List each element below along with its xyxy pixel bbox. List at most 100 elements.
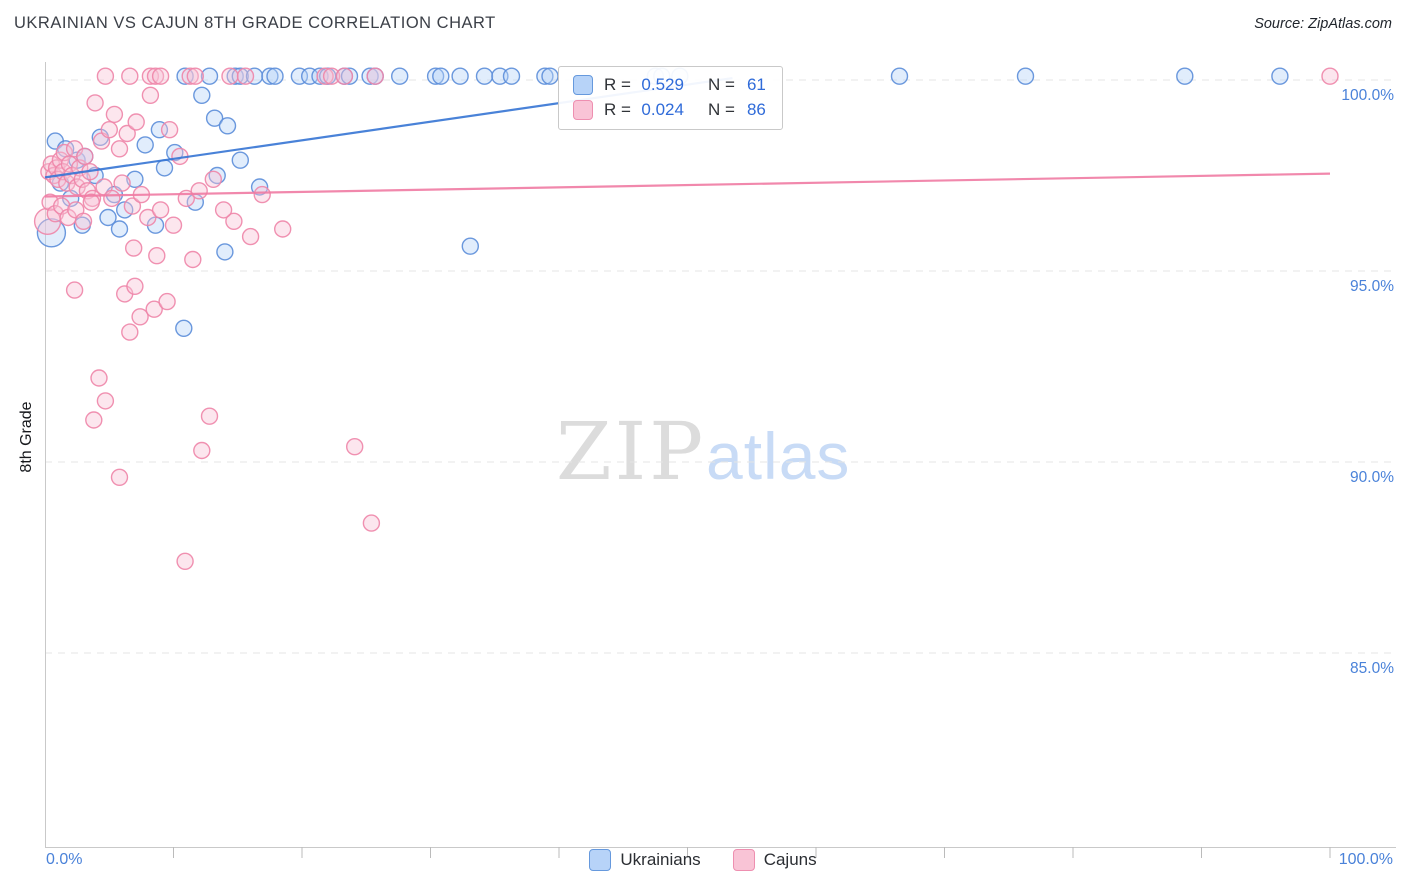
point-ukrainians [99, 208, 117, 227]
ukrainians-swatch [589, 849, 612, 871]
n-label: N = [707, 100, 735, 119]
point-cajuns [148, 246, 166, 265]
point-cajuns [123, 197, 142, 215]
point-cajuns [225, 212, 243, 231]
point-ukrainians [475, 67, 494, 85]
cajuns-trend-line [44, 172, 1331, 198]
cajuns-swatch [573, 100, 593, 120]
point-cajuns [181, 67, 199, 85]
point-cajuns [145, 300, 163, 318]
point-cajuns [241, 227, 260, 246]
point-cajuns [200, 407, 219, 425]
point-ukrainians [205, 109, 224, 127]
point-cajuns [74, 212, 93, 231]
point-cajuns [316, 67, 334, 85]
point-cajuns [204, 170, 223, 189]
point-cajuns [121, 67, 139, 85]
point-cajuns [100, 120, 119, 139]
point-cajuns [82, 193, 101, 211]
point-ukrainians [218, 117, 237, 135]
point-ukrainians [231, 151, 250, 169]
point-cajuns [186, 67, 205, 85]
n-label: N = [707, 75, 735, 94]
point-ukrainians [155, 159, 174, 177]
point-cajuns [121, 323, 139, 341]
point-cajuns [253, 185, 271, 204]
point-cajuns [90, 369, 108, 387]
point-cajuns [113, 174, 131, 192]
point-cajuns [164, 216, 183, 234]
point-cajuns [362, 514, 381, 532]
legend-row-ukrainians: R = 0.529 N = 61 [573, 75, 766, 95]
point-cajuns [236, 67, 255, 85]
point-cajuns [160, 120, 179, 139]
point-ukrainians [126, 170, 144, 189]
point-cajuns [184, 250, 202, 269]
point-cajuns [176, 552, 194, 570]
point-cajuns [322, 67, 341, 85]
point-ukrainians [461, 237, 479, 255]
cajuns-swatch [732, 849, 755, 871]
point-cajuns [103, 189, 121, 208]
point-cajuns [110, 140, 129, 158]
point-ukrainians [361, 67, 379, 85]
point-cajuns [141, 86, 160, 105]
point-ukrainians [340, 67, 359, 85]
n-value-cajuns: 86 [746, 100, 766, 119]
legend-item-ukrainians: Ukrainians [589, 849, 701, 871]
point-ukrainians [216, 243, 234, 261]
point-cajuns [85, 411, 103, 429]
correlation-legend: R = 0.529 N = 61 R = 0.024 N = 86 [558, 66, 783, 130]
point-ukrainians [36, 218, 67, 248]
page-title: UKRAINIAN VS CAJUN 8TH GRADE CORRELATION… [14, 14, 496, 32]
r-value-ukrainians: 0.529 [641, 75, 684, 94]
x-axis-max-label: 100.0% [1338, 851, 1393, 868]
ukrainians-swatch [573, 75, 593, 95]
point-ukrainians [200, 67, 219, 85]
point-cajuns [193, 441, 211, 460]
r-value-cajuns: 0.024 [641, 100, 684, 119]
watermark-zip: ZIP [556, 405, 707, 498]
watermark-atlas: atlas [706, 419, 851, 493]
point-ukrainians [1271, 67, 1289, 85]
r-label: R = [604, 75, 631, 94]
point-ukrainians [261, 67, 279, 85]
point-ukrainians [175, 319, 193, 337]
point-ukrainians [890, 67, 909, 85]
n-value-ukrainians: 61 [746, 75, 766, 94]
point-cajuns [1321, 67, 1339, 85]
watermark: ZIPatlas [556, 412, 850, 492]
point-cajuns [96, 392, 115, 410]
point-cajuns [151, 201, 170, 219]
point-cajuns [110, 468, 129, 486]
point-cajuns [158, 292, 176, 311]
y-axis-title: 8th Grade [18, 401, 35, 473]
point-ukrainians [502, 67, 521, 85]
point-cajuns [214, 201, 233, 219]
point-ukrainians [136, 136, 154, 154]
point-ukrainians [1176, 67, 1194, 85]
point-cajuns [139, 208, 157, 227]
point-cajuns [366, 67, 384, 85]
legend-item-cajuns: Cajuns [732, 849, 817, 871]
source-attribution: Source: ZipAtlas.com [1254, 16, 1392, 32]
point-ukrainians [451, 67, 469, 85]
point-cajuns [86, 94, 104, 112]
point-cajuns [274, 220, 292, 238]
x-axis-min-label: 0.0% [46, 851, 83, 868]
point-cajuns [131, 308, 149, 326]
point-cajuns [124, 239, 143, 257]
point-ukrainians [391, 67, 409, 85]
point-cajuns [190, 182, 208, 200]
point-cajuns [96, 67, 115, 85]
point-cajuns [221, 67, 239, 85]
point-ukrainians [266, 67, 284, 85]
point-cajuns [346, 438, 364, 456]
point-ukrainians [426, 67, 445, 85]
point-ukrainians [541, 67, 559, 85]
point-cajuns [151, 67, 170, 85]
point-ukrainians [432, 67, 450, 85]
point-cajuns [76, 147, 94, 166]
point-ukrainians [536, 67, 554, 85]
